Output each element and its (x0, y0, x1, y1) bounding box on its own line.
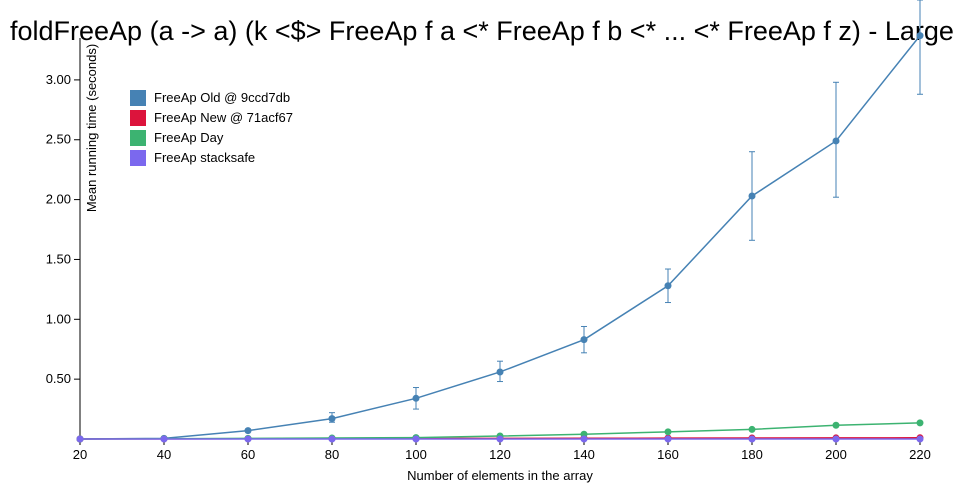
data-point (748, 425, 756, 433)
data-point (580, 336, 588, 344)
y-tick-label: 2.00 (46, 192, 71, 207)
y-tick-label: 1.50 (46, 251, 71, 266)
data-point (916, 32, 924, 40)
legend-swatch (130, 130, 146, 146)
data-point (832, 421, 840, 429)
y-tick-label: 0.50 (46, 371, 71, 386)
y-axis-title: Mean running time (seconds) (84, 44, 99, 212)
x-tick-label: 80 (325, 447, 339, 462)
x-axis-title: Number of elements in the array (407, 468, 593, 483)
x-tick-label: 180 (741, 447, 763, 462)
data-point (328, 415, 336, 423)
data-point (748, 192, 756, 200)
legend-label: FreeAp Day (154, 130, 224, 145)
series-layer (76, 0, 924, 443)
x-tick-label: 100 (405, 447, 427, 462)
data-point (664, 435, 672, 443)
data-point (412, 394, 420, 402)
legend-swatch (130, 110, 146, 126)
data-point (412, 435, 420, 443)
data-point (832, 435, 840, 443)
data-point (76, 435, 84, 443)
y-tick-label: 1.00 (46, 311, 71, 326)
data-point (832, 137, 840, 145)
legend-swatch (130, 90, 146, 106)
x-tick-label: 160 (657, 447, 679, 462)
data-point (664, 428, 672, 436)
data-point (328, 435, 336, 443)
series-0 (76, 0, 924, 443)
data-point (496, 368, 504, 376)
series-3 (76, 435, 924, 443)
data-point (664, 282, 672, 290)
y-tick-label: 2.50 (46, 132, 71, 147)
data-point (244, 435, 252, 443)
data-point (916, 435, 924, 443)
data-point (580, 435, 588, 443)
y-tick-label: 3.00 (46, 72, 71, 87)
legend-label: FreeAp New @ 71acf67 (154, 110, 293, 125)
x-tick-label: 140 (573, 447, 595, 462)
chart-title: foldFreeAp (a -> a) (k <$> FreeAp f a <*… (10, 16, 954, 46)
x-tick-label: 40 (157, 447, 171, 462)
data-point (160, 435, 168, 443)
legend-swatch (130, 150, 146, 166)
y-axis: 0.50 1.00 1.50 2.00 2.50 3.00 (46, 38, 81, 439)
x-tick-label: 220 (909, 447, 931, 462)
legend-label: FreeAp stacksafe (154, 150, 255, 165)
x-tick-label: 20 (73, 447, 87, 462)
legend: FreeAp Old @ 9ccd7db FreeAp New @ 71acf67… (130, 90, 293, 166)
data-point (244, 427, 252, 435)
legend-label: FreeAp Old @ 9ccd7db (154, 90, 290, 105)
data-point (496, 435, 504, 443)
data-point (916, 419, 924, 427)
x-tick-label: 200 (825, 447, 847, 462)
x-axis: 20 40 60 80 100 120 140 160 180 200 220 (73, 438, 931, 462)
data-point (748, 435, 756, 443)
x-tick-label: 120 (489, 447, 511, 462)
x-tick-label: 60 (241, 447, 255, 462)
data-point (580, 430, 588, 438)
